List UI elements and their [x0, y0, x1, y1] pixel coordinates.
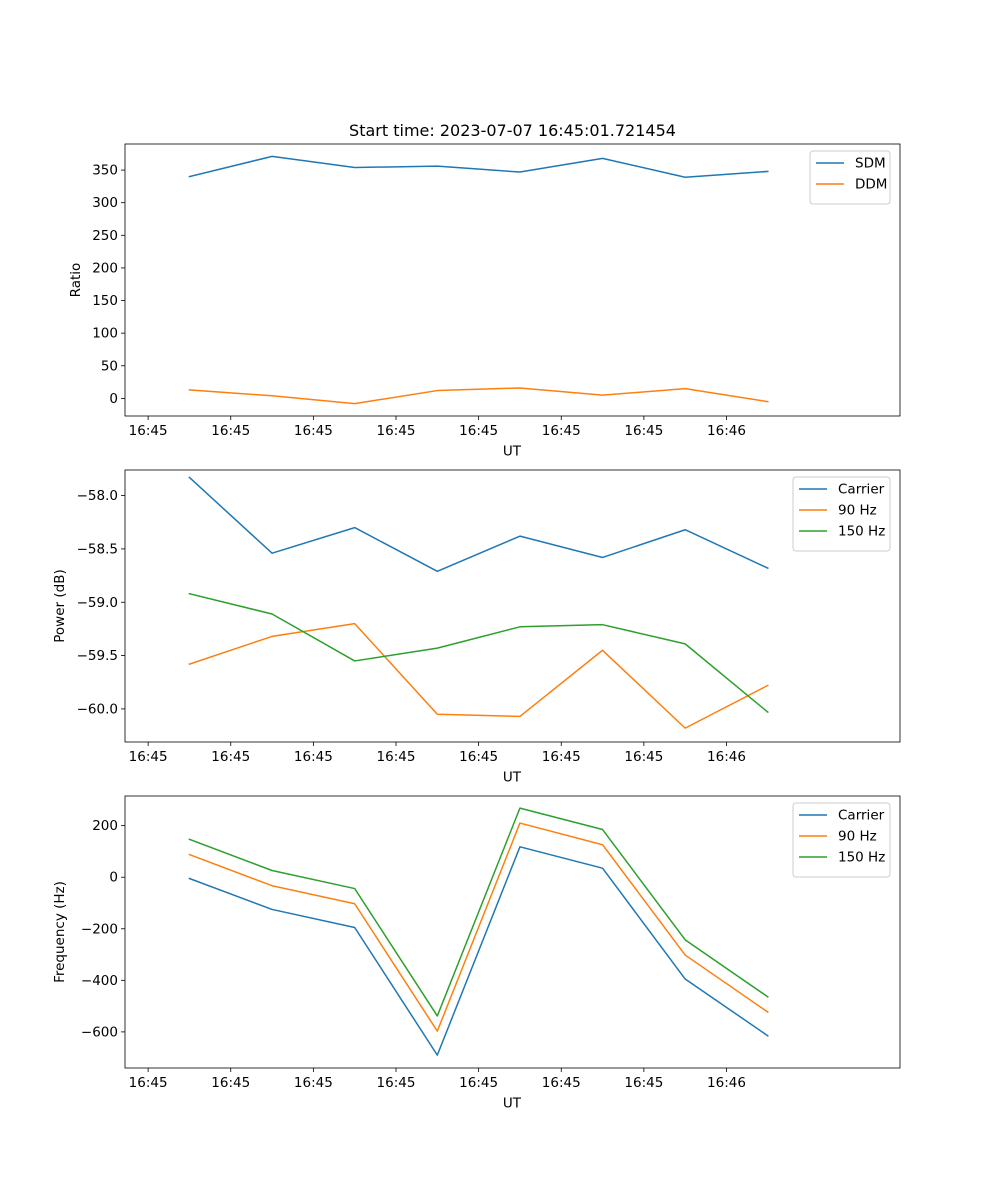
x-tick-label: 16:45 [377, 423, 416, 439]
x-tick-label: 16:45 [211, 423, 250, 439]
series-line-sdm [188, 155, 769, 179]
x-tick-label: 16:45 [377, 1075, 416, 1091]
axes-frame [124, 795, 901, 1069]
legend: Carrier 90 Hz 150 Hz [792, 476, 891, 552]
x-tick-label: 16:45 [377, 749, 416, 765]
series-line-90-hz [188, 622, 769, 729]
axes-frame [124, 469, 901, 743]
legend-label: Carrier [838, 808, 885, 824]
chart-panel-1: 16:45 16:45 16:45 16:45 16:45 16:45 16:45 16:46… [68, 121, 901, 460]
legend-label: DDM [855, 177, 887, 193]
legend-label: 90 Hz [838, 503, 877, 519]
series-line-150-hz [188, 592, 769, 714]
x-tick-label: 16:45 [294, 423, 333, 439]
x-tick-label: 16:45 [624, 1075, 663, 1091]
legend-label: 150 Hz [838, 850, 885, 866]
legend-label: Carrier [838, 482, 885, 498]
series-line-carrier [188, 846, 769, 1056]
chart-panel-3: 16:45 16:45 16:45 16:45 16:45 16:45 16:45 16:46… [52, 795, 901, 1112]
series-line-150-hz [188, 807, 769, 1017]
x-axis-label: UT [503, 770, 522, 786]
x-tick-label: 16:45 [129, 1075, 168, 1091]
legend-box [792, 802, 891, 878]
x-tick-label: 16:45 [459, 749, 498, 765]
y-tick-label: 300 [92, 195, 118, 211]
series-line-90-hz [188, 822, 769, 1032]
y-tick-label: −60.0 [77, 701, 118, 717]
y-tick-label: −58.5 [77, 541, 118, 557]
legend: Carrier 90 Hz 150 Hz [792, 802, 891, 878]
x-tick-label: 16:46 [707, 749, 746, 765]
x-tick-label: 16:46 [707, 423, 746, 439]
y-tick-label: 100 [92, 326, 118, 342]
x-tick-label: 16:45 [542, 423, 581, 439]
x-tick-label: 16:45 [211, 1075, 250, 1091]
legend: SDM DDM [809, 150, 891, 205]
y-axis-label: Power (dB) [52, 569, 68, 642]
y-tick-label: 0 [109, 391, 118, 407]
x-tick-label: 16:45 [294, 1075, 333, 1091]
y-axis-label: Frequency (Hz) [52, 881, 68, 983]
y-tick-label: −59.5 [77, 648, 118, 664]
legend-box [792, 476, 891, 552]
x-tick-label: 16:45 [624, 749, 663, 765]
x-tick-label: 16:45 [129, 749, 168, 765]
y-tick-label: 350 [92, 163, 118, 179]
x-tick-label: 16:45 [459, 1075, 498, 1091]
y-tick-label: 150 [92, 293, 118, 309]
y-tick-label: −600 [81, 1024, 118, 1040]
y-tick-label: 200 [92, 260, 118, 276]
y-tick-label: −58.0 [77, 488, 118, 504]
y-tick-label: 0 [109, 870, 118, 886]
x-tick-label: 16:45 [624, 423, 663, 439]
y-tick-label: −200 [81, 921, 118, 937]
legend-label: SDM [855, 156, 886, 172]
x-tick-label: 16:46 [707, 1075, 746, 1091]
series-line-carrier [188, 476, 769, 573]
x-axis-label: UT [503, 1096, 522, 1112]
x-tick-label: 16:45 [294, 749, 333, 765]
series-line-ddm [188, 387, 769, 405]
x-tick-label: 16:45 [211, 749, 250, 765]
y-tick-label: −400 [81, 973, 118, 989]
legend-label: 90 Hz [838, 829, 877, 845]
legend-box [809, 150, 891, 205]
y-tick-label: 250 [92, 228, 118, 244]
axes-frame [124, 143, 901, 417]
y-tick-label: 50 [101, 358, 118, 374]
y-tick-label: −59.0 [77, 595, 118, 611]
y-tick-label: 200 [92, 818, 118, 834]
chart-panel-2: 16:45 16:45 16:45 16:45 16:45 16:45 16:45 16:46… [52, 469, 901, 786]
x-tick-label: 16:45 [542, 1075, 581, 1091]
y-axis-label: Ratio [68, 263, 84, 298]
x-tick-label: 16:45 [542, 749, 581, 765]
chart-title: Start time: 2023-07-07 16:45:01.721454 [349, 121, 676, 140]
x-tick-label: 16:45 [129, 423, 168, 439]
x-axis-label: UT [503, 444, 522, 460]
legend-label: 150 Hz [838, 524, 885, 540]
x-tick-label: 16:45 [459, 423, 498, 439]
